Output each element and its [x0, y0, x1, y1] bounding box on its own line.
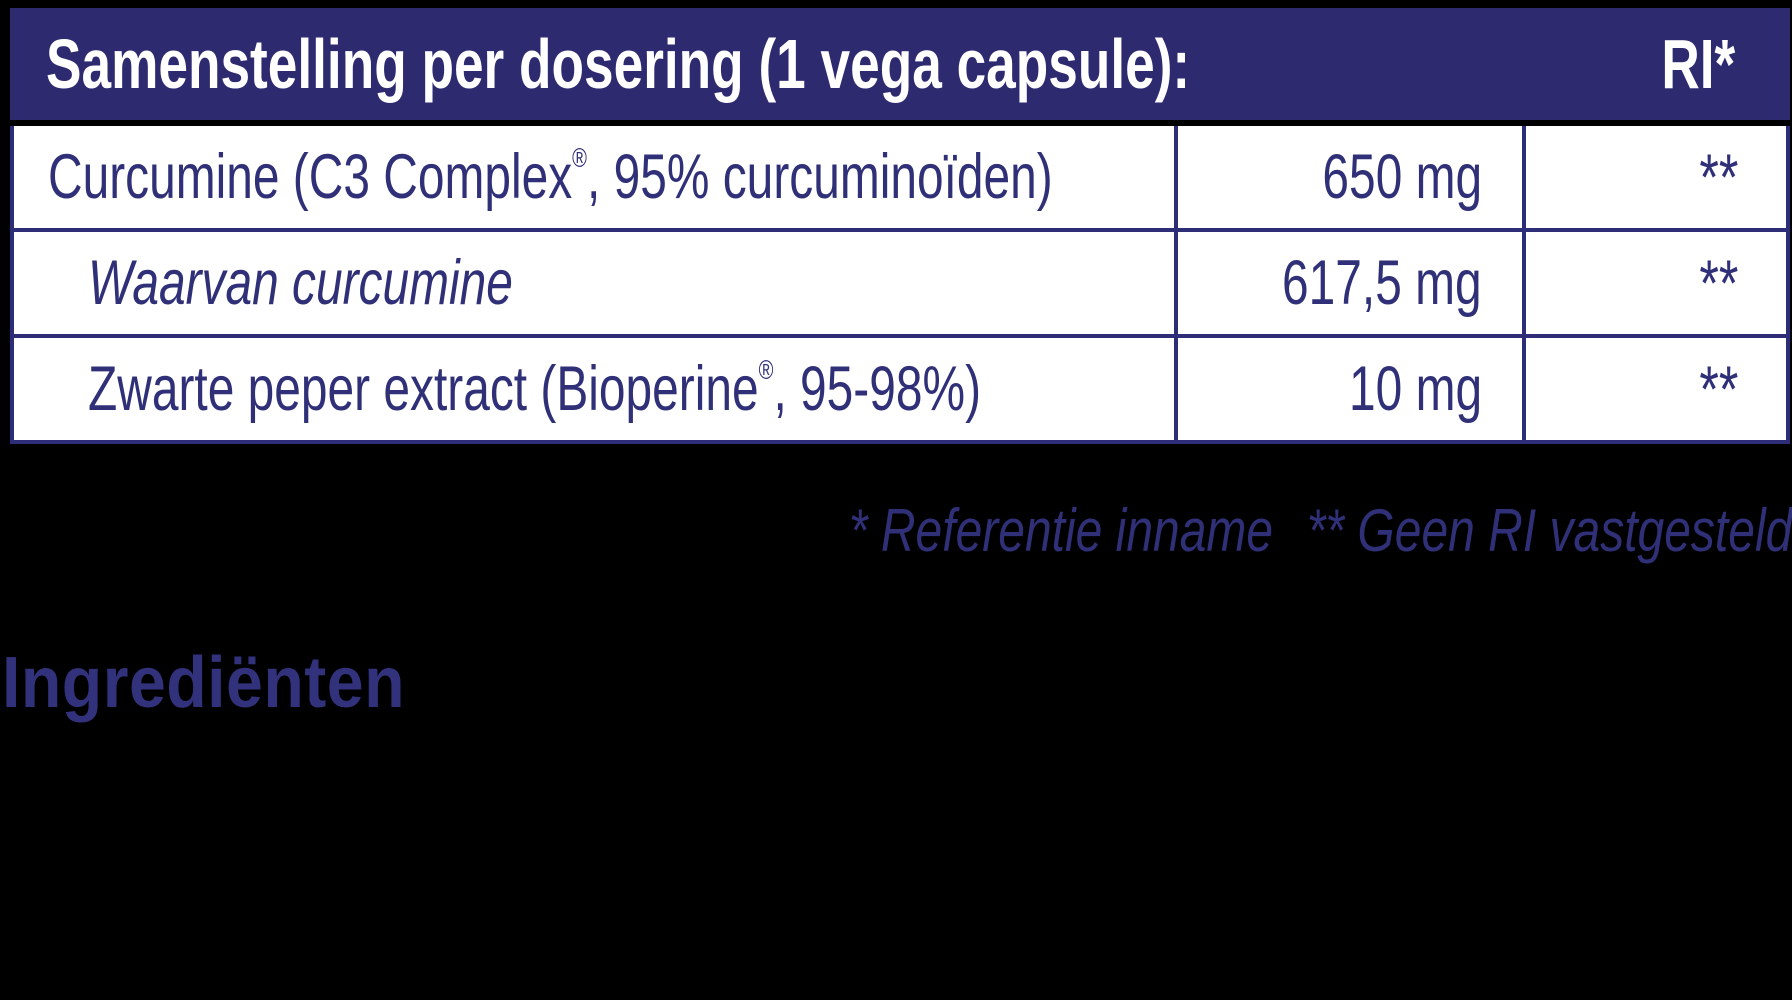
- ingredient-name-cell: Curcumine (C3 Complex®, 95% curcuminoïde…: [14, 126, 1178, 228]
- ri-cell: **: [1526, 338, 1786, 440]
- amount-value: 650 mg: [1322, 142, 1482, 212]
- ingredient-name: Zwarte peper extract (Bioperine: [88, 354, 759, 424]
- registered-mark: ®: [572, 142, 588, 173]
- table-header-bar: Samenstelling per dosering (1 vega capsu…: [10, 8, 1790, 120]
- header-body-divider: [10, 120, 1790, 126]
- amount-value: 617,5 mg: [1282, 248, 1482, 318]
- ingredient-name-suffix: , 95% curcuminoïden): [587, 142, 1053, 212]
- table-row: Waarvan curcumine 617,5 mg **: [14, 232, 1786, 338]
- footnote-reference-intake: * Referentie inname: [848, 497, 1273, 564]
- ingredient-name: Waarvan curcumine: [88, 248, 513, 318]
- ri-value: **: [1698, 352, 1738, 426]
- ingredient-name: Curcumine (C3 Complex: [48, 142, 573, 212]
- ingredient-name-suffix: , 95-98%): [773, 354, 982, 424]
- amount-value: 10 mg: [1348, 354, 1482, 424]
- ri-cell: **: [1526, 232, 1786, 334]
- ri-cell: **: [1526, 126, 1786, 228]
- registered-mark: ®: [758, 354, 774, 385]
- table-row: Curcumine (C3 Complex®, 95% curcuminoïde…: [14, 126, 1786, 232]
- amount-cell: 617,5 mg: [1178, 232, 1526, 334]
- footnote: * Referentie inname ** Geen RI vastgestel…: [613, 496, 1792, 565]
- table-body: Curcumine (C3 Complex®, 95% curcuminoïde…: [10, 126, 1790, 444]
- supplement-facts-table: Samenstelling per dosering (1 vega capsu…: [10, 8, 1790, 444]
- footnote-no-ri: ** Geen RI vastgesteld: [1306, 497, 1792, 564]
- ri-value: **: [1698, 246, 1738, 320]
- ri-column-header: RI*: [1661, 25, 1735, 103]
- amount-cell: 10 mg: [1178, 338, 1526, 440]
- ingredient-name-cell: Waarvan curcumine: [14, 232, 1178, 334]
- ri-value: **: [1698, 140, 1738, 214]
- ingredient-name-cell: Zwarte peper extract (Bioperine®, 95-98%…: [14, 338, 1178, 440]
- table-title: Samenstelling per dosering (1 vega capsu…: [46, 25, 1191, 103]
- table-row: Zwarte peper extract (Bioperine®, 95-98%…: [14, 338, 1786, 440]
- ingredients-heading: Ingrediënten: [2, 643, 406, 723]
- amount-cell: 650 mg: [1178, 126, 1526, 228]
